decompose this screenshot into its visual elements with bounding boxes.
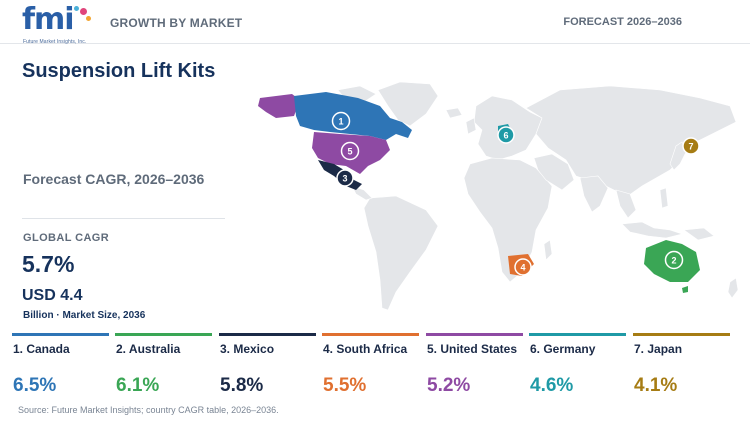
cagr-heading: Forecast CAGR, 2026–2036 xyxy=(23,171,205,187)
country-name: 6. Germany xyxy=(530,342,596,356)
country-cagr: 5.5% xyxy=(323,375,367,396)
country-name: 1. Canada xyxy=(13,342,70,356)
country-card[interactable]: 7. Japan 4.1% xyxy=(633,333,730,403)
country-name: 5. United States xyxy=(427,342,518,356)
card-accent-bar xyxy=(426,333,523,336)
country-shape-alaska[interactable] xyxy=(258,94,300,118)
country-shape-tasmania[interactable] xyxy=(682,286,688,293)
logo-dot-icon xyxy=(86,16,91,21)
country-cagr: 6.5% xyxy=(13,375,57,396)
market-size-value: USD 4.4 xyxy=(22,287,83,304)
market-size-note: Billion · Market Size, 2036 xyxy=(23,310,146,321)
marker-germany[interactable]: 6 xyxy=(497,126,515,144)
fmi-logo[interactable]: fmi Future Market Insights, Inc. xyxy=(22,2,92,45)
section-label: GROWTH BY MARKET xyxy=(110,16,243,30)
marker-label: 5 xyxy=(347,147,352,157)
marker-label: 4 xyxy=(520,263,525,273)
indonesia xyxy=(621,221,684,239)
country-name: 3. Mexico xyxy=(220,342,275,356)
card-accent-bar xyxy=(12,333,109,336)
marker-south-africa[interactable]: 4 xyxy=(514,258,532,276)
country-cagr: 4.1% xyxy=(634,375,678,396)
country-cagr: 4.6% xyxy=(530,375,574,396)
marker-canada[interactable]: 1 xyxy=(331,111,351,131)
marker-label: 3 xyxy=(342,174,347,184)
marker-mexico[interactable]: 3 xyxy=(336,169,354,187)
marker-label: 6 xyxy=(503,131,508,141)
country-card[interactable]: 6. Germany 4.6% xyxy=(529,333,626,403)
logo-tagline: Future Market Insights, Inc. xyxy=(23,39,87,45)
country-name: 4. South Africa xyxy=(323,342,408,356)
new-zealand xyxy=(727,277,739,299)
country-name: 7. Japan xyxy=(634,342,683,356)
marker-label: 7 xyxy=(688,142,693,152)
world-map: 1 5 3 6 7 4 2 xyxy=(258,81,739,311)
page-title: Suspension Lift Kits xyxy=(22,60,216,82)
marker-australia[interactable]: 2 xyxy=(664,250,684,270)
middle-east xyxy=(533,153,575,191)
global-cagr-label: GLOBAL CAGR xyxy=(23,232,110,244)
global-cagr-value: 5.7% xyxy=(22,251,75,277)
card-accent-bar xyxy=(633,333,730,336)
logo-dot-icon xyxy=(80,8,87,15)
marker-japan[interactable]: 7 xyxy=(682,137,700,155)
card-accent-bar xyxy=(115,333,212,336)
india xyxy=(579,175,609,213)
new-guinea xyxy=(683,227,715,241)
iceland xyxy=(445,107,463,119)
british-isles xyxy=(465,117,477,135)
logo-wordmark: fmi xyxy=(22,2,75,37)
header-bar: fmi Future Market Insights, Inc. GROWTH … xyxy=(0,0,750,45)
japan xyxy=(669,141,687,171)
card-accent-bar xyxy=(219,333,316,336)
country-card[interactable]: 4. South Africa 5.5% xyxy=(322,333,419,403)
country-cagr: 5.8% xyxy=(220,375,264,396)
marker-label: 1 xyxy=(338,117,343,127)
logo-dot-icon xyxy=(74,6,79,11)
south-america xyxy=(363,195,439,311)
greenland xyxy=(377,81,439,127)
philippines xyxy=(659,187,669,209)
country-card[interactable]: 2. Australia 6.1% xyxy=(115,333,212,403)
country-card[interactable]: 5. United States 5.2% xyxy=(426,333,523,403)
world-land xyxy=(337,81,739,311)
country-card[interactable]: 1. Canada 6.5% xyxy=(12,333,109,403)
divider xyxy=(22,218,225,219)
forecast-label: FORECAST 2026–2036 xyxy=(563,16,682,28)
country-cards: 1. Canada 6.5% 2. Australia 6.1% 3. Mexi… xyxy=(12,333,740,403)
marker-united-states[interactable]: 5 xyxy=(340,141,360,161)
country-card[interactable]: 3. Mexico 5.8% xyxy=(219,333,316,403)
africa xyxy=(463,157,553,283)
madagascar xyxy=(543,239,553,261)
card-accent-bar xyxy=(322,333,419,336)
country-cagr: 5.2% xyxy=(427,375,471,396)
country-name: 2. Australia xyxy=(116,342,181,356)
southeast-asia xyxy=(615,189,637,219)
marker-label: 2 xyxy=(671,256,676,266)
source-note: Source: Future Market Insights; country … xyxy=(18,405,279,415)
country-cagr: 6.1% xyxy=(116,375,160,396)
asia xyxy=(525,85,737,197)
card-accent-bar xyxy=(529,333,626,336)
central-america xyxy=(351,185,373,201)
map-markers: 1 5 3 6 7 4 2 xyxy=(331,111,700,276)
country-shape-canada[interactable] xyxy=(294,92,412,140)
